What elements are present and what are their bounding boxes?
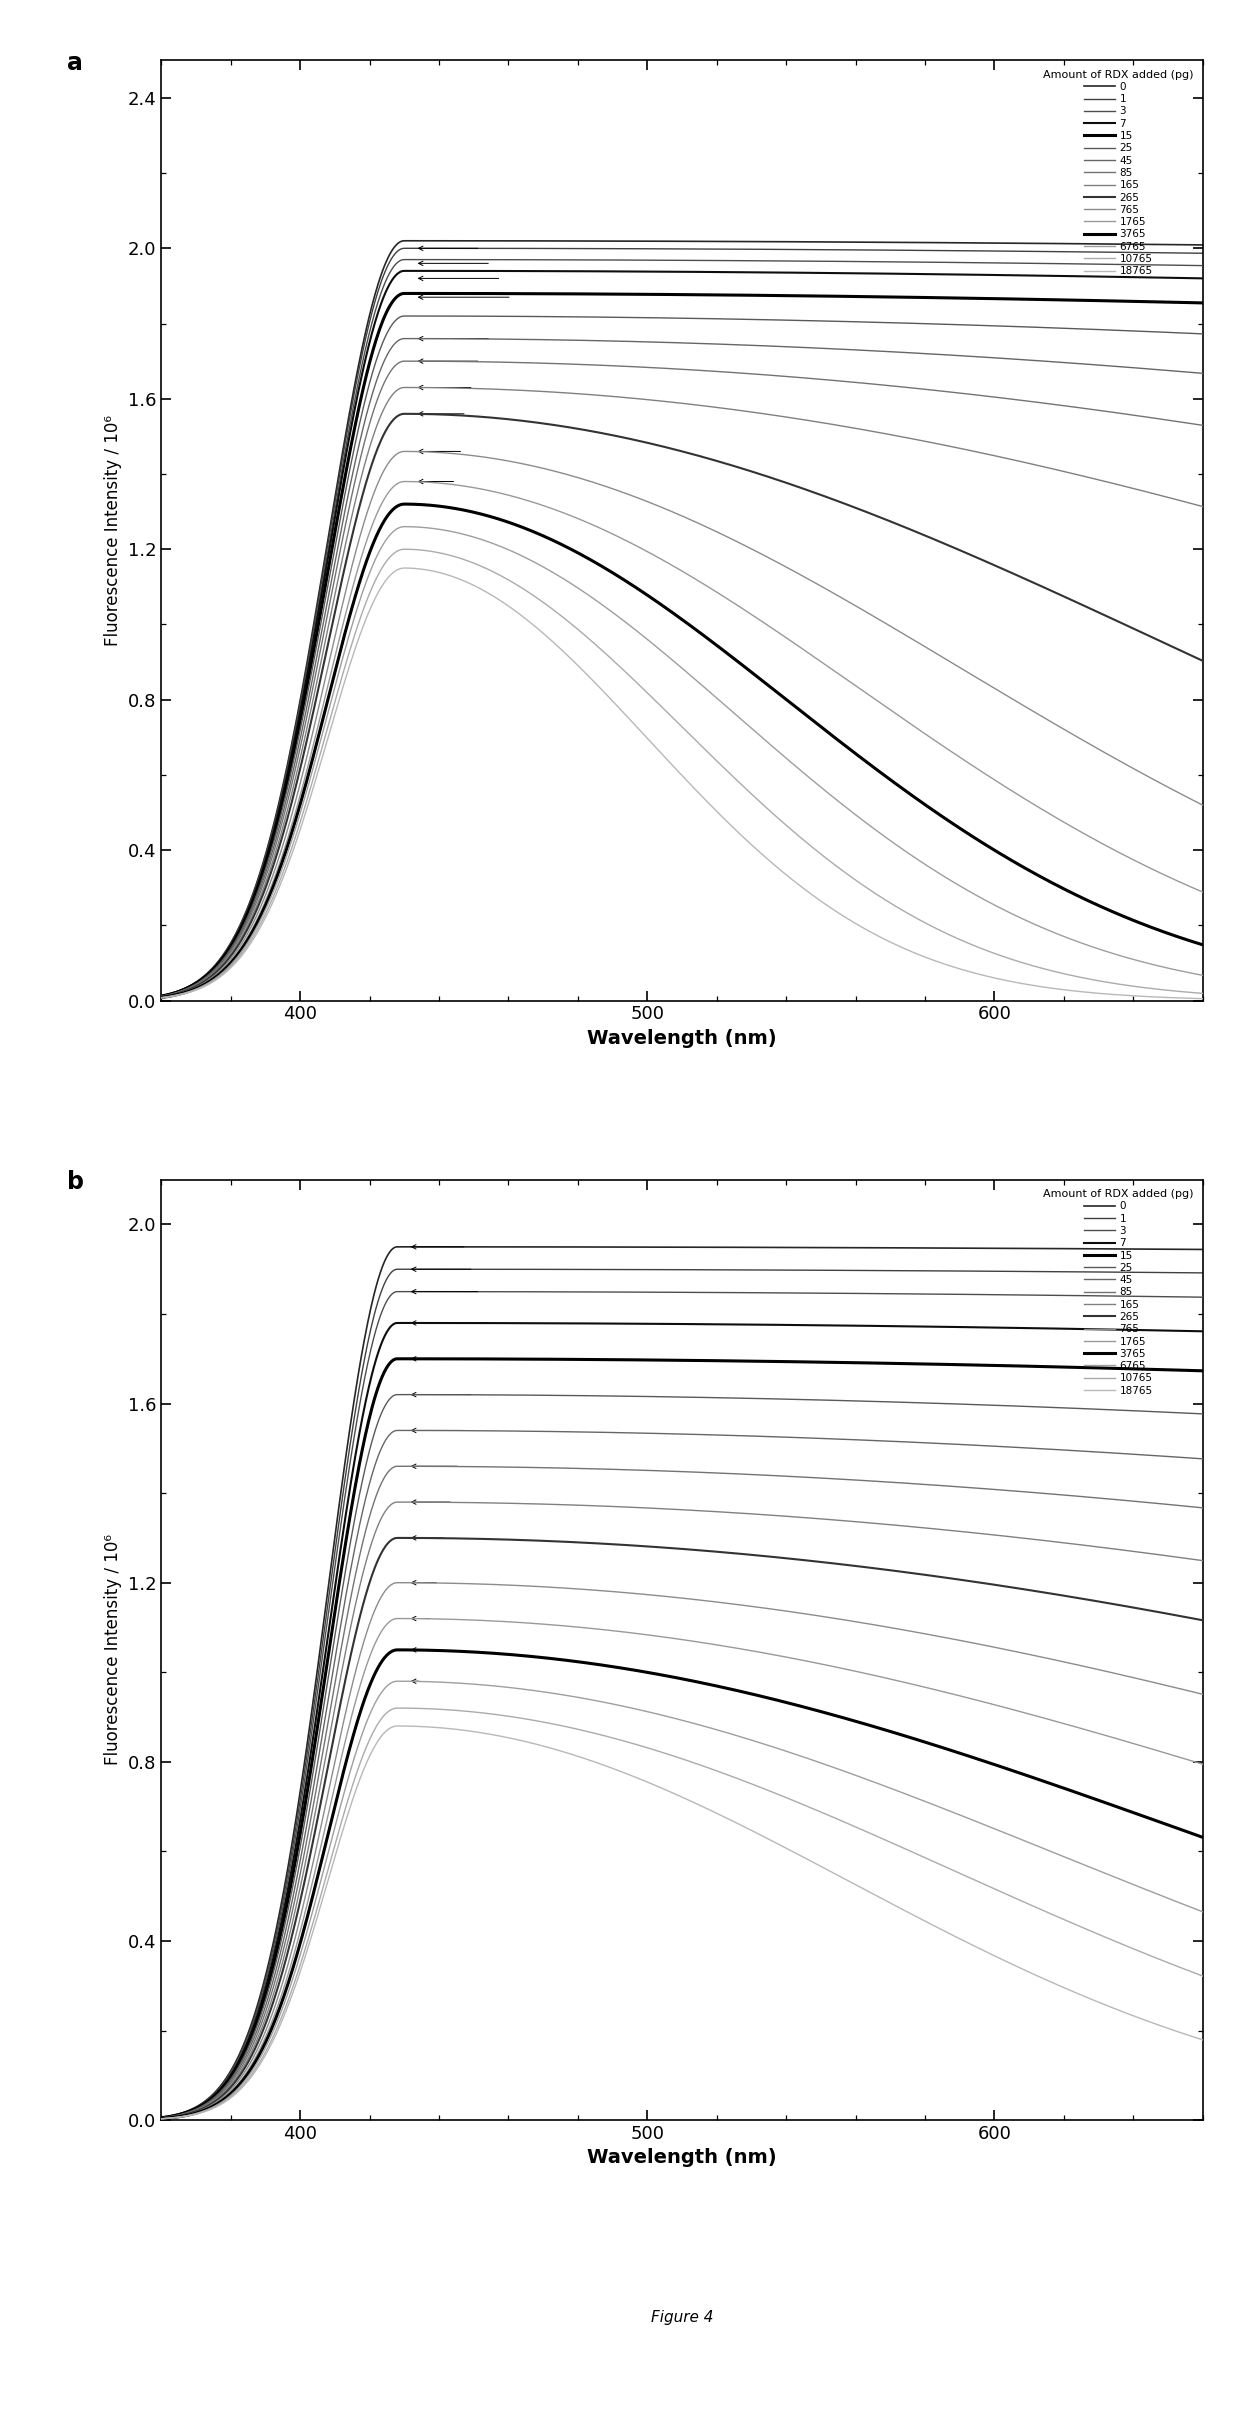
Text: a: a bbox=[67, 51, 83, 75]
Y-axis label: Fluorescence Intensity / 10⁶: Fluorescence Intensity / 10⁶ bbox=[104, 1535, 123, 1766]
X-axis label: Wavelength (nm): Wavelength (nm) bbox=[588, 2149, 776, 2168]
X-axis label: Wavelength (nm): Wavelength (nm) bbox=[588, 1029, 776, 1048]
Legend: 0, 1, 3, 7, 15, 25, 45, 85, 165, 265, 765, 1765, 3765, 6765, 10765, 18765: 0, 1, 3, 7, 15, 25, 45, 85, 165, 265, 76… bbox=[1039, 1185, 1198, 1400]
Legend: 0, 1, 3, 7, 15, 25, 45, 85, 165, 265, 765, 1765, 3765, 6765, 10765, 18765: 0, 1, 3, 7, 15, 25, 45, 85, 165, 265, 76… bbox=[1039, 65, 1198, 279]
Y-axis label: Fluorescence Intensity / 10⁶: Fluorescence Intensity / 10⁶ bbox=[104, 414, 122, 646]
Text: b: b bbox=[67, 1171, 84, 1195]
Text: Figure 4: Figure 4 bbox=[651, 2310, 713, 2325]
